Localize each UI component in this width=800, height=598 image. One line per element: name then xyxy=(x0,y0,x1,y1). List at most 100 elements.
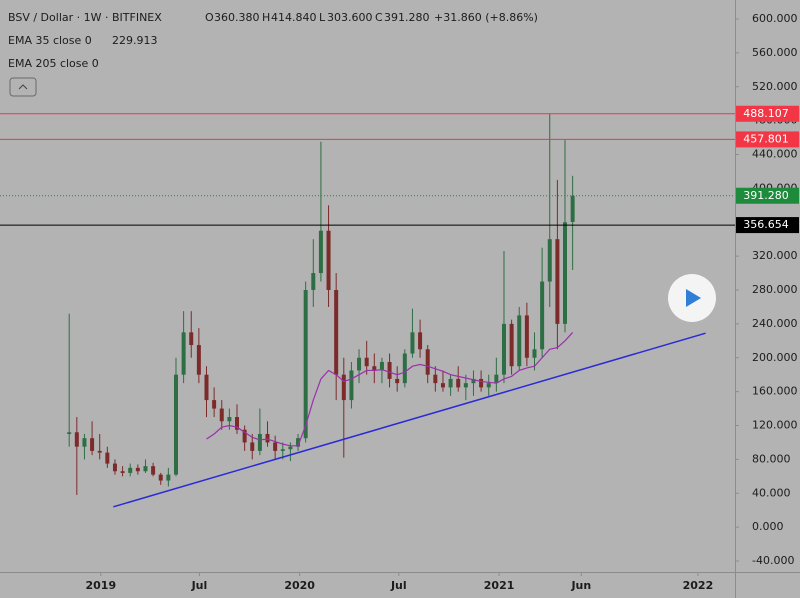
candle-body xyxy=(273,442,278,451)
candle-body xyxy=(440,383,445,388)
candle-body xyxy=(143,466,148,472)
candle-body xyxy=(448,378,453,388)
y-tick-label: 560.000 xyxy=(752,46,798,59)
collapse-icon xyxy=(18,84,28,90)
candle-body xyxy=(219,408,224,422)
symbol-title: BSV / Dollar · 1W · BITFINEX xyxy=(8,11,162,24)
candle-body xyxy=(135,467,140,472)
ohlc-low: 303.600 xyxy=(327,11,373,24)
play-icon xyxy=(686,289,701,307)
price-label-box xyxy=(736,105,799,122)
candle-body xyxy=(204,374,209,401)
plot xyxy=(0,113,735,508)
candle-body xyxy=(242,429,247,443)
candle-body xyxy=(280,449,285,451)
candle-body xyxy=(303,290,308,439)
ohlc-c: C xyxy=(375,11,383,24)
candle-body xyxy=(418,332,423,350)
candle-body xyxy=(181,332,186,375)
x-tick-label: Jun xyxy=(570,579,591,592)
x-tick-label: 2021 xyxy=(484,579,515,592)
x-tick-label: Jul xyxy=(390,579,407,592)
ohlc-l: L xyxy=(319,11,326,24)
candle-body xyxy=(463,383,468,388)
y-tick-label: 240.000 xyxy=(752,317,798,330)
candle-body xyxy=(471,378,476,384)
candle-body xyxy=(158,474,163,481)
y-tick-label: 440.000 xyxy=(752,148,798,161)
play-button[interactable] xyxy=(668,274,716,322)
candle-body xyxy=(395,378,400,384)
price-label: 488.107 xyxy=(743,107,789,120)
trend-line xyxy=(113,332,706,508)
candle-body xyxy=(501,323,506,375)
candle-body xyxy=(296,438,301,447)
candle-body xyxy=(379,361,384,371)
candle-body xyxy=(357,357,362,371)
y-tick-label: 0.000 xyxy=(752,520,784,533)
candle-body xyxy=(341,374,346,401)
y-tick-label: 320.000 xyxy=(752,249,798,262)
candle-body xyxy=(235,417,240,430)
candle-body xyxy=(166,474,171,481)
candle-body xyxy=(90,438,95,451)
ema-line xyxy=(206,332,574,447)
x-tick-label: Jul xyxy=(191,579,208,592)
indicator-value: 229.913 xyxy=(112,34,158,47)
candle-body xyxy=(563,222,568,324)
price-label-box xyxy=(736,131,799,148)
y-tick-label: 120.000 xyxy=(752,419,798,432)
candle-body xyxy=(212,400,217,409)
candle-body xyxy=(105,452,110,464)
candle-body xyxy=(74,432,79,447)
candle-body xyxy=(555,239,560,324)
ohlc-close: 391.280 xyxy=(384,11,430,24)
candle-body xyxy=(82,438,87,447)
y-tick-label: 160.000 xyxy=(752,385,798,398)
candle-body xyxy=(524,315,529,358)
y-tick-label: 600.000 xyxy=(752,12,798,25)
candle-body xyxy=(410,332,415,354)
candle-body xyxy=(67,432,72,434)
candle-body xyxy=(97,450,102,453)
candle-body xyxy=(311,273,316,290)
price-label: 457.801 xyxy=(743,132,789,145)
candle-body xyxy=(570,195,575,222)
y-tick-label: 80.000 xyxy=(752,452,791,465)
ohlc-h: H xyxy=(262,11,270,24)
x-tick-label: 2019 xyxy=(85,579,116,592)
candle-body xyxy=(425,349,430,375)
candle-body xyxy=(402,353,407,384)
candle-body xyxy=(547,239,552,282)
candle-body xyxy=(196,345,201,375)
x-tick-label: 2020 xyxy=(284,579,315,592)
candle-body xyxy=(486,383,491,388)
price-label-box xyxy=(736,217,799,234)
legend: BSV / Dollar · 1W · BITFINEX O 360.380 H… xyxy=(8,11,538,97)
collapse-button[interactable] xyxy=(9,77,37,97)
candle-body xyxy=(120,471,125,473)
candle-body xyxy=(326,230,331,290)
candle-body xyxy=(349,370,354,401)
candle-body xyxy=(128,467,133,473)
x-tick-label: 2022 xyxy=(683,579,714,592)
candle-body xyxy=(265,433,270,443)
candle-body xyxy=(532,349,537,358)
candle-body xyxy=(227,417,232,422)
candle-body xyxy=(288,446,293,450)
candle-body xyxy=(334,290,339,375)
candle-body xyxy=(509,323,514,367)
candle-body xyxy=(151,466,156,475)
price-label-box xyxy=(736,187,799,204)
candle-body xyxy=(517,315,522,367)
indicator-name: EMA 35 close 0 xyxy=(8,34,92,47)
ohlc-high: 414.840 xyxy=(271,11,317,24)
candle-body xyxy=(387,361,392,379)
candle-body xyxy=(433,374,438,384)
y-tick-label: 280.000 xyxy=(752,283,798,296)
candle-body xyxy=(479,378,484,388)
candle-body xyxy=(456,378,461,388)
